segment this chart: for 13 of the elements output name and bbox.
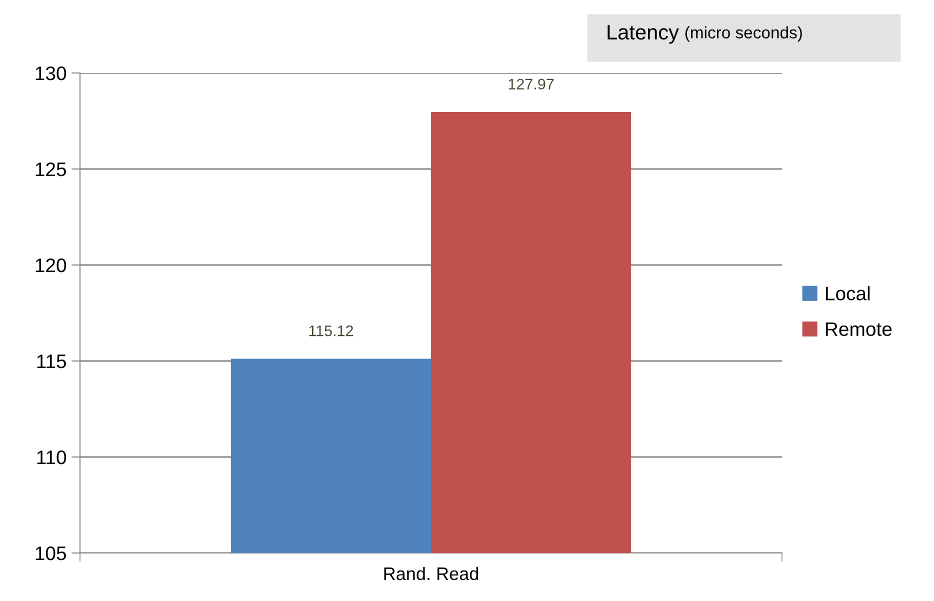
- y-tick-label: 130: [36, 66, 66, 80]
- x-tick-label: Rand. Read: [384, 566, 478, 580]
- data-label: 127.97: [508, 78, 554, 90]
- chart-title: Latency: [608, 25, 679, 44]
- y-tick-label: 110: [37, 450, 66, 464]
- data-label: 115.12: [309, 325, 353, 336]
- y-tick-label: 120: [36, 258, 66, 272]
- y-tick-label: 125: [36, 162, 66, 176]
- chart-subtitle: (micro seconds): [685, 26, 802, 42]
- legend-label: Local: [826, 286, 870, 300]
- y-tick-label: 105: [36, 546, 66, 560]
- y-tick-label: 115: [37, 354, 66, 368]
- legend-label: Remote: [826, 322, 892, 336]
